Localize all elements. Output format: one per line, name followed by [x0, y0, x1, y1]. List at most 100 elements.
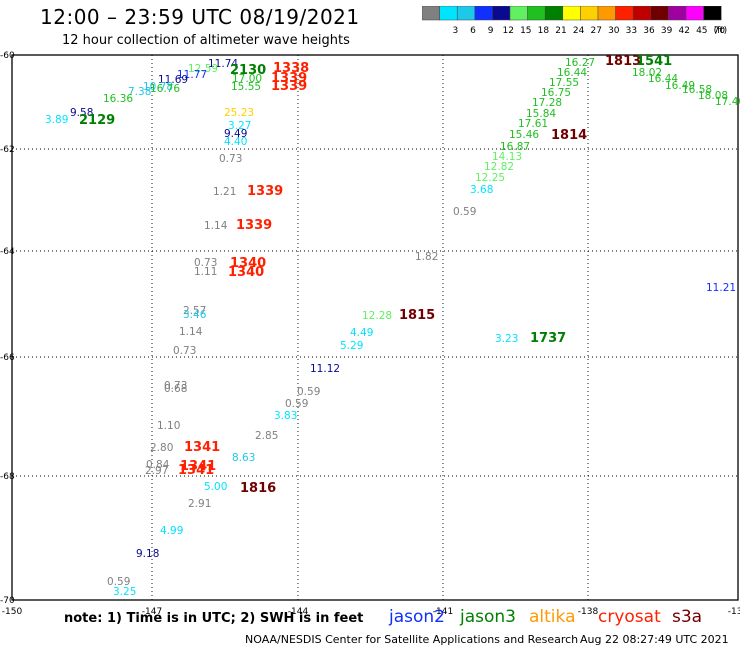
colorbar-tick-label: 15 — [520, 26, 531, 36]
wave-height-value: 17.00 — [232, 73, 262, 85]
wave-height-value: 17.55 — [549, 77, 579, 89]
observation-time-label: 2130 — [230, 63, 266, 78]
colorbar-tick-label: 30 — [608, 26, 620, 36]
wave-height-value: 0.73 — [194, 257, 217, 269]
wave-height-value: 1.82 — [415, 251, 438, 263]
observation-time-label: 1340 — [228, 265, 264, 280]
wave-height-value: 9.58 — [70, 107, 93, 119]
colorbar-tick-label: 24 — [573, 26, 585, 36]
latitude-tick-label: -64 — [0, 247, 15, 257]
wave-height-value: 10.78 — [143, 81, 173, 93]
wave-height-colorbar: 3 6 9 12 15 18 21 24 27 30 33 36 39 42 45 70(ft) — [422, 6, 727, 36]
wave-height-value: 3.23 — [495, 333, 518, 345]
satellite-legend-item: cryosat — [598, 607, 661, 627]
colorbar-tick-label: 42 — [678, 26, 689, 36]
wave-height-value: 0.59 — [285, 398, 308, 410]
longitude-tick-label: -141 — [433, 607, 453, 617]
wave-height-value: 16.76 — [150, 83, 180, 95]
colorbar-tick-label: 12 — [502, 26, 513, 36]
wave-height-value: 2.97 — [145, 465, 168, 477]
colorbar-tick-label: 3 — [453, 26, 459, 36]
observation-time-label: 1541 — [636, 54, 672, 69]
observation-time-label: 1737 — [530, 331, 566, 346]
wave-height-value: 7.38 — [128, 86, 151, 98]
wave-height-value: 11.77 — [177, 69, 207, 81]
wave-height-value: 17.61 — [518, 118, 548, 130]
wave-height-value: 2.91 — [188, 498, 211, 510]
colorbar-tick-label: 45 — [696, 26, 707, 36]
wave-height-value: 16.44 — [557, 67, 587, 79]
wave-height-value: 3.83 — [274, 410, 297, 422]
longitude-tick-label: -144 — [288, 607, 309, 617]
observation-time-label: 1814 — [551, 128, 587, 143]
wave-height-value: 5.00 — [204, 481, 227, 493]
wave-height-value: 12.25 — [475, 172, 505, 184]
wave-height-value: 15.55 — [231, 81, 261, 93]
colorbar-tick-label: 33 — [626, 26, 637, 36]
wave-height-value: 17.40 — [715, 96, 740, 108]
wave-height-value: 12.28 — [362, 310, 392, 322]
map-subtitle: 12 hour collection of altimeter wave hei… — [62, 33, 350, 48]
wave-height-value: 3.25 — [113, 586, 136, 598]
colorbar-tick-label: 21 — [555, 26, 566, 36]
wave-height-value: 1.14 — [204, 220, 228, 232]
satellite-legend-item: s3a — [672, 607, 703, 627]
wave-height-value: 15.84 — [526, 108, 556, 120]
wave-height-value: 2.80 — [150, 442, 173, 454]
wave-height-value: 16.44 — [648, 73, 678, 85]
latitude-tick-label: -66 — [0, 353, 15, 363]
satellite-legend-item: jason2 — [389, 607, 445, 627]
observation-time-label: 1338 — [273, 61, 309, 76]
wave-height-value: 16.75 — [541, 87, 571, 99]
wave-height-value: 2.57 — [183, 305, 206, 317]
satellite-legend-item: altika — [529, 607, 576, 627]
wave-height-value: 0.73 — [219, 153, 242, 165]
wave-height-value: 3.46 — [183, 309, 207, 321]
wave-height-value: 16.58 — [682, 84, 712, 96]
wave-height-value: 11.21 — [706, 282, 736, 294]
observation-time-label: 1341 — [180, 459, 216, 474]
wave-height-value: 25.23 — [224, 107, 254, 119]
colorbar-swatch — [703, 6, 722, 21]
wave-height-value: 3.27 — [228, 120, 251, 132]
axis-tick-labels: -150 -147 -144 -141 -138 -135 -60 -62 -64 -66 -68 -… — [0, 51, 740, 617]
wave-height-value: 18.08 — [698, 90, 728, 102]
wave-height-value: 11.12 — [310, 363, 340, 375]
footer-note: note: 1) Time is in UTC; 2) SWH is in fe… — [64, 611, 364, 626]
wave-height-value: 16.87 — [500, 141, 530, 153]
observation-time-label: 1813 — [605, 54, 641, 69]
wave-height-value: 0.84 — [146, 459, 170, 471]
longitude-tick-label: -138 — [578, 607, 599, 617]
wave-height-value: 9.49 — [224, 128, 247, 140]
colorbar-tick-label: 27 — [590, 26, 601, 36]
wave-height-value: 0.73 — [173, 345, 196, 357]
wave-height-value: 0.59 — [107, 576, 130, 588]
longitude-tick-label: -135 — [728, 607, 740, 617]
wave-height-value: 11.69 — [158, 74, 188, 86]
wave-height-value: 3.89 — [45, 114, 68, 126]
wave-height-value: 16.27 — [565, 57, 595, 69]
observation-time-label: 1339 — [236, 218, 272, 233]
observation-time-label: 1340 — [230, 256, 266, 271]
wave-height-value: 4.49 — [350, 327, 373, 339]
wave-height-value: 5.29 — [340, 340, 363, 352]
longitude-tick-label: -147 — [142, 607, 162, 617]
observation-time-label: 1341 — [178, 463, 214, 478]
wave-height-value: 11.74 — [208, 58, 238, 70]
wave-height-value: 3.68 — [470, 184, 493, 196]
wave-height-value: 1.21 — [213, 186, 236, 198]
wave-height-value: 16.36 — [103, 93, 133, 105]
satellite-legend-item: jason3 — [460, 607, 516, 627]
colorbar-tick-label: 9 — [488, 26, 494, 36]
wave-height-value: 4.40 — [224, 136, 247, 148]
colorbar-tick-label: 70 — [714, 26, 726, 36]
wave-height-value: 8.63 — [232, 452, 255, 464]
latitude-tick-label: -62 — [0, 145, 15, 155]
colorbar-tick-label: 39 — [661, 26, 673, 36]
observation-time-label: 1339 — [271, 79, 307, 94]
wave-height-value: 0.59 — [453, 206, 476, 218]
wave-height-value: 1.11 — [194, 266, 217, 278]
wave-height-value: 17.28 — [532, 97, 562, 109]
wave-height-value: 1.10 — [157, 420, 180, 432]
